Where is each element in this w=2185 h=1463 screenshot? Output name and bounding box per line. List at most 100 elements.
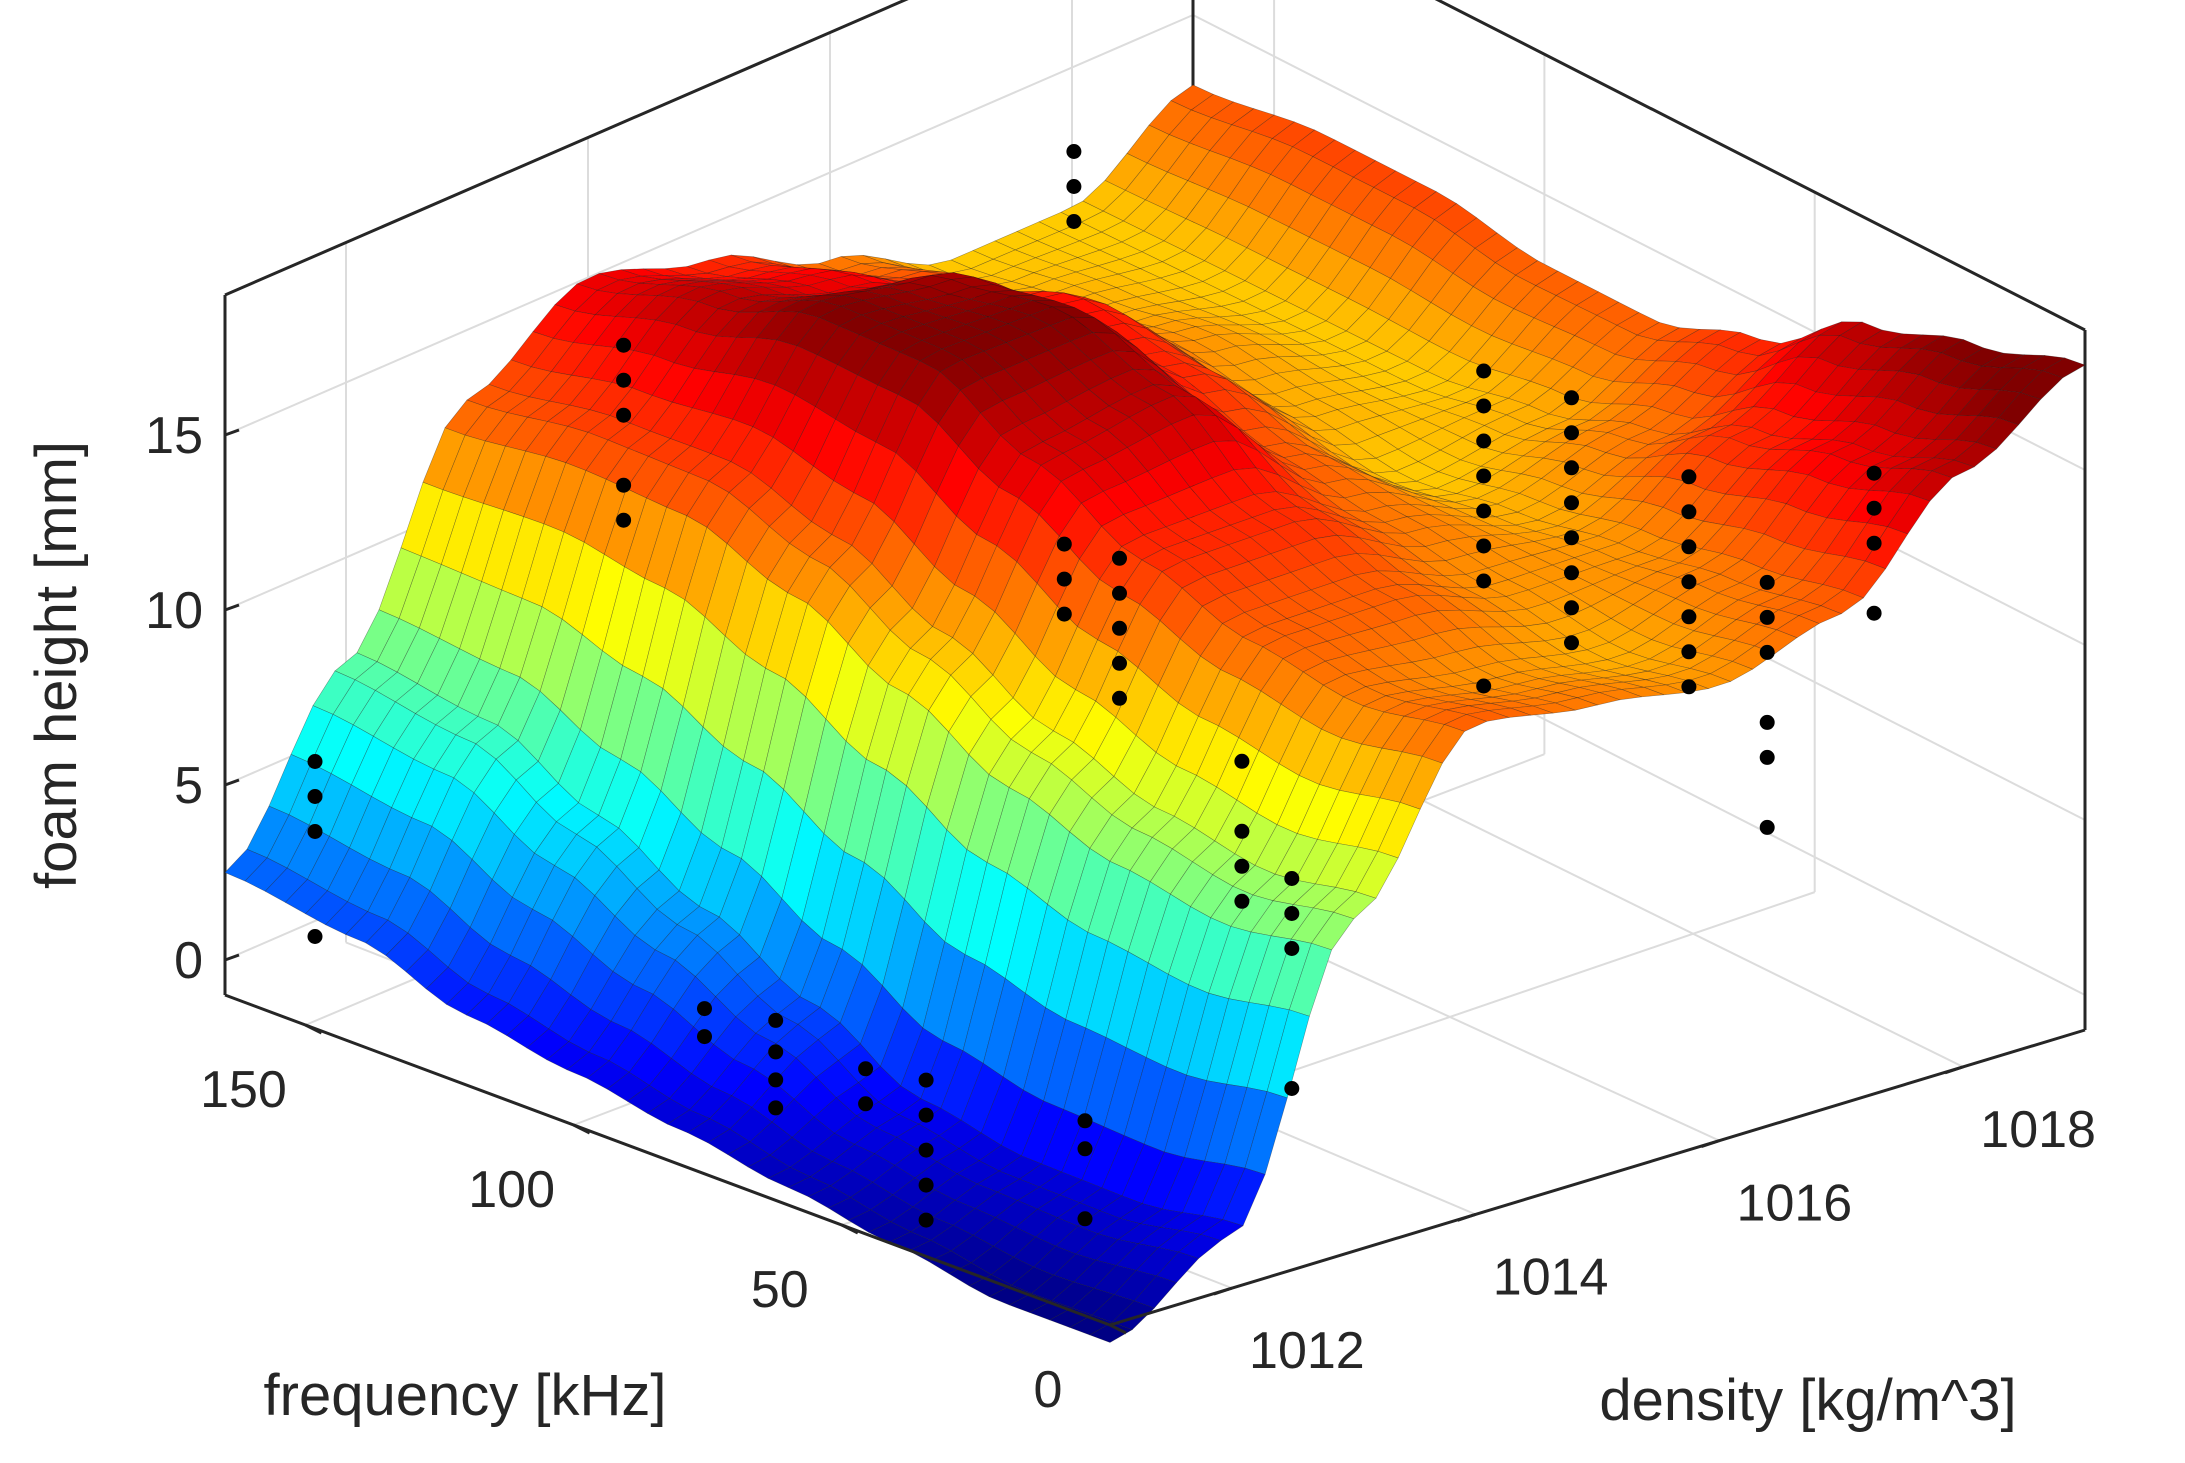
surface-patch [709, 1095, 753, 1130]
surface-patch [1455, 646, 1500, 668]
surface-patch [1123, 199, 1167, 232]
surface-patch [1141, 240, 1185, 263]
surface-patch [1471, 524, 1514, 536]
data-point [1564, 495, 1579, 511]
surface-patch [1450, 286, 1494, 327]
surface-patch [1424, 380, 1469, 398]
surface-patch [1492, 693, 1536, 702]
surface-patch [1777, 599, 1822, 616]
surface-patch [1231, 494, 1275, 518]
x-tick-mark [572, 1123, 591, 1135]
surface-patch [635, 295, 679, 321]
surface-patch [1167, 142, 1211, 181]
surface-patch [984, 872, 1028, 979]
surface-patch [1569, 584, 1614, 607]
surface-patch [1779, 579, 1824, 601]
surface-patch [1441, 586, 1485, 599]
surface-patch [767, 272, 811, 282]
surface-patch [1217, 324, 1261, 335]
data-point [918, 1107, 934, 1123]
surface-patch [676, 906, 720, 936]
surface-patch [369, 807, 413, 870]
surface-patch [1419, 427, 1464, 451]
surface-patch [1487, 374, 1531, 399]
surface-patch [1307, 246, 1351, 289]
surface-patch [1747, 449, 1791, 470]
surface-patch [961, 350, 1005, 379]
surface-patch [1697, 329, 1742, 346]
x-tick-label: 150 [200, 1061, 287, 1119]
surface-patch [1835, 369, 1880, 397]
surface-patch [1404, 527, 1449, 547]
surface-patch [1179, 605, 1223, 657]
surface-patch [1891, 457, 1934, 469]
y-tick-label: 1018 [1980, 1101, 2096, 1159]
surface-patch [847, 1209, 892, 1233]
surface-patch [1603, 457, 1648, 478]
surface-patch [1638, 537, 1682, 559]
surface-patch [1620, 501, 1664, 530]
surface-patch [1328, 613, 1373, 636]
surface-patch [1226, 206, 1270, 249]
surface-patch [1270, 904, 1314, 940]
surface-patch [773, 1057, 817, 1100]
data-point [1284, 906, 1300, 921]
surface-patch [1748, 434, 1793, 450]
x-tick-label: 50 [751, 1261, 809, 1319]
surface-patch [1909, 470, 1953, 502]
surface-patch [1671, 392, 1716, 419]
surface-patch [427, 908, 471, 968]
surface-patch [1472, 262, 1517, 299]
surface-patch [1498, 473, 1543, 494]
surface-patch [1608, 404, 1653, 423]
surface-patch [391, 758, 435, 818]
surface-patch [1426, 524, 1471, 541]
surface-patch [1443, 714, 1488, 732]
surface-patch [1343, 340, 1388, 362]
surface-patch [682, 616, 726, 728]
surface-patch [1214, 799, 1258, 855]
surface-patch [1355, 435, 1399, 459]
surface-patch [1244, 257, 1288, 292]
surface-patch [422, 427, 466, 491]
surface-patch [440, 496, 484, 574]
surface-patch [1852, 424, 1896, 452]
data-point [307, 824, 323, 839]
surface-patch [1568, 605, 1612, 631]
surface-patch [1314, 409, 1359, 430]
surface-patch [730, 254, 774, 264]
surface-patch [1802, 552, 1846, 585]
surface-patch [1317, 789, 1361, 844]
surface-patch [992, 632, 1036, 699]
surface-patch [1157, 638, 1201, 704]
surface-patch [1866, 491, 1911, 528]
surface-patch [1892, 437, 1937, 458]
surface-patch [1167, 486, 1211, 520]
surface-patch [286, 824, 330, 880]
surface-patch [1262, 300, 1307, 322]
z-tick-label: 0 [174, 932, 203, 990]
surface-patch [1046, 369, 1090, 402]
surface-patch [968, 291, 1013, 305]
surface-patch [1507, 572, 1552, 591]
surface-patch [1561, 468, 1605, 494]
surface-patch [1081, 1126, 1125, 1189]
surface-patch [1859, 329, 1904, 348]
surface-patch [1585, 432, 1629, 453]
surface-patch [884, 785, 928, 900]
surface-patch [1465, 710, 1510, 722]
surface-patch [1627, 429, 1672, 445]
surface-patch [1829, 442, 1874, 463]
surface-patch [1377, 427, 1421, 450]
surface-patch [1430, 686, 1473, 696]
data-point [858, 1096, 874, 1112]
surface-patch [1248, 174, 1292, 218]
surface-patch [952, 595, 996, 654]
surface-patch [1533, 295, 1577, 328]
surface-patch [1394, 595, 1439, 616]
surface-patch [707, 1128, 751, 1155]
z-tick-mark [224, 778, 240, 787]
surface-patch [385, 932, 429, 973]
surface-patch [354, 661, 398, 691]
surface-patch [365, 919, 409, 956]
